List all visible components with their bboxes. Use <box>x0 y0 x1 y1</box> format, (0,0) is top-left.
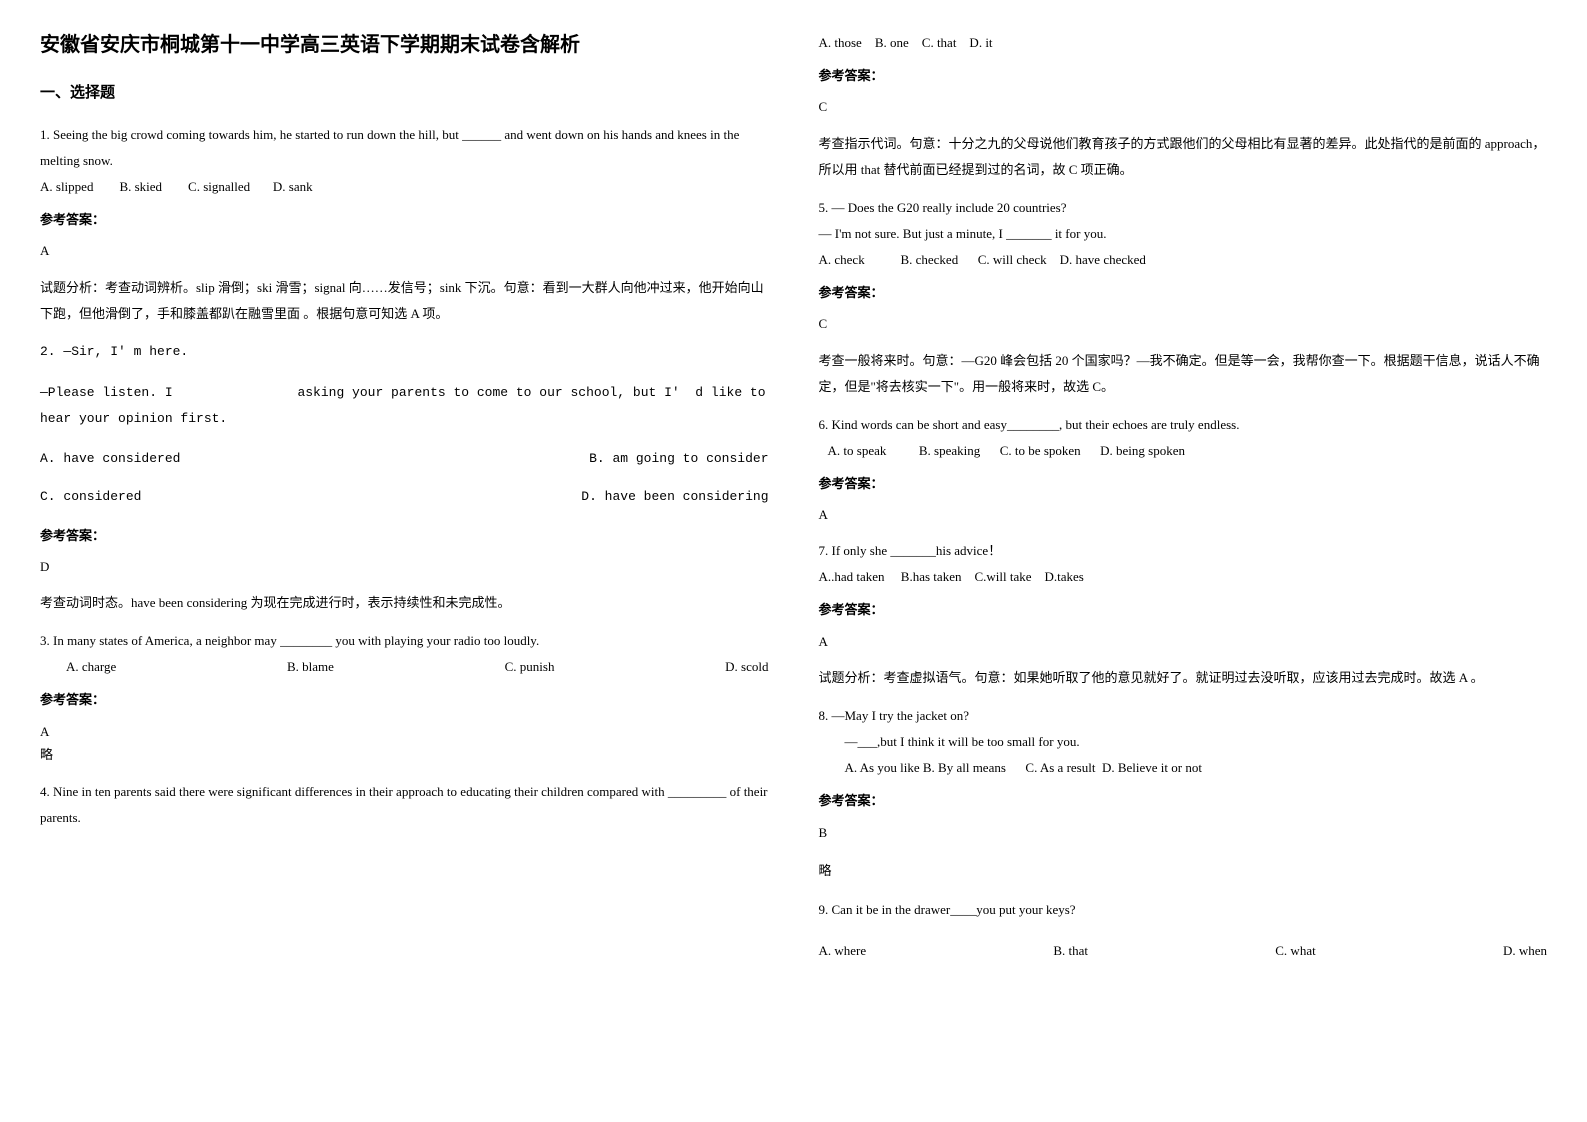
q9-options: A. where B. that C. what D. when <box>819 938 1548 964</box>
page-container: 安徽省安庆市桐城第十一中学高三英语下学期期末试卷含解析 一、选择题 1. See… <box>40 30 1547 976</box>
q4-analysis: 考查指示代词。句意：十分之九的父母说他们教育孩子的方式跟他们的父母相比有显著的差… <box>819 131 1548 183</box>
q5-line2: — I'm not sure. But just a minute, I ___… <box>819 221 1548 247</box>
q1-answer: A <box>40 239 769 262</box>
q9-opt-a: A. where <box>819 938 867 964</box>
q3-options: A. charge B. blame C. punish D. scold <box>40 654 769 680</box>
question-8: 8. —May I try the jacket on? —___,but I … <box>819 703 1548 882</box>
q2-line2: —Please listen. I asking your parents to… <box>40 380 769 432</box>
q9-opt-b: B. that <box>1053 938 1088 964</box>
q3-text: 3. In many states of America, a neighbor… <box>40 628 769 654</box>
q4-text: 4. Nine in ten parents said there were s… <box>40 779 769 831</box>
document-title: 安徽省安庆市桐城第十一中学高三英语下学期期末试卷含解析 <box>40 30 769 60</box>
question-3: 3. In many states of America, a neighbor… <box>40 628 769 766</box>
left-column: 安徽省安庆市桐城第十一中学高三英语下学期期末试卷含解析 一、选择题 1. See… <box>40 30 769 976</box>
question-4: 4. Nine in ten parents said there were s… <box>40 779 769 831</box>
q2-opt-b: B. am going to consider <box>589 447 768 470</box>
question-1: 1. Seeing the big crowd coming towards h… <box>40 122 769 327</box>
q8-options: A. As you like B. By all means C. As a r… <box>819 755 1548 781</box>
q3-opt-a: A. charge <box>66 654 116 680</box>
q2-analysis: 考查动词时态。have been considering 为现在完成进行时，表示… <box>40 590 769 616</box>
q5-line1: 5. — Does the G20 really include 20 coun… <box>819 195 1548 221</box>
q5-analysis: 考查一般将来时。句意：—G20 峰会包括 20 个国家吗？—我不确定。但是等一会… <box>819 348 1548 400</box>
q4-options: A. those B. one C. that D. it <box>819 30 1548 56</box>
q7-answer-label: 参考答案： <box>819 598 1548 621</box>
q4-answer-label: 参考答案： <box>819 64 1548 87</box>
q5-options: A. check B. checked C. will check D. hav… <box>819 247 1548 273</box>
q2-line1: 2. —Sir, I' m here. <box>40 339 769 365</box>
q8-note: 略 <box>819 859 1548 882</box>
q3-opt-c: C. punish <box>505 654 555 680</box>
q1-text: 1. Seeing the big crowd coming towards h… <box>40 122 769 174</box>
q1-options: A. slipped B. skied C. signalled D. sank <box>40 174 769 200</box>
q8-line2: —___,but I think it will be too small fo… <box>819 729 1548 755</box>
question-6: 6. Kind words can be short and easy_____… <box>819 412 1548 527</box>
q7-answer: A <box>819 630 1548 653</box>
q9-text: 9. Can it be in the drawer____you put yo… <box>819 897 1548 923</box>
q2-opt-a: A. have considered <box>40 447 180 470</box>
question-7: 7. If only she _______his advice！ A..had… <box>819 538 1548 691</box>
section-heading: 一、选择题 <box>40 80 769 107</box>
q5-answer: C <box>819 312 1548 335</box>
q3-answer: A <box>40 720 769 743</box>
q8-line1: 8. —May I try the jacket on? <box>819 703 1548 729</box>
question-9: 9. Can it be in the drawer____you put yo… <box>819 897 1548 964</box>
q6-answer: A <box>819 503 1548 526</box>
q5-answer-label: 参考答案： <box>819 281 1548 304</box>
q3-opt-b: B. blame <box>287 654 334 680</box>
q3-answer-label: 参考答案： <box>40 688 769 711</box>
q1-answer-label: 参考答案： <box>40 208 769 231</box>
q9-opt-d: D. when <box>1503 938 1547 964</box>
question-2: 2. —Sir, I' m here. —Please listen. I as… <box>40 339 769 617</box>
q7-text: 7. If only she _______his advice！ <box>819 538 1548 564</box>
q2-opt-c: C. considered <box>40 485 141 508</box>
q4-answer: C <box>819 95 1548 118</box>
q8-answer-label: 参考答案： <box>819 789 1548 812</box>
q7-analysis: 试题分析：考查虚拟语气。句意：如果她听取了他的意见就好了。就证明过去没听取，应该… <box>819 665 1548 691</box>
q7-options: A..had taken B.has taken C.will take D.t… <box>819 564 1548 590</box>
q6-text: 6. Kind words can be short and easy_____… <box>819 412 1548 438</box>
question-4-cont: A. those B. one C. that D. it 参考答案： C 考查… <box>819 30 1548 183</box>
q6-answer-label: 参考答案： <box>819 472 1548 495</box>
q2-answer: D <box>40 555 769 578</box>
q1-analysis: 试题分析：考查动词辨析。slip 滑倒；ski 滑雪；signal 向……发信号… <box>40 275 769 327</box>
q2-answer-label: 参考答案： <box>40 524 769 547</box>
q9-opt-c: C. what <box>1275 938 1315 964</box>
q3-note: 略 <box>40 743 769 766</box>
q6-options: A. to speak B. speaking C. to be spoken … <box>819 438 1548 464</box>
q2-opt-d: D. have been considering <box>581 485 768 508</box>
q3-opt-d: D. scold <box>725 654 768 680</box>
question-5: 5. — Does the G20 really include 20 coun… <box>819 195 1548 400</box>
right-column: A. those B. one C. that D. it 参考答案： C 考查… <box>819 30 1548 976</box>
q8-answer: B <box>819 821 1548 844</box>
